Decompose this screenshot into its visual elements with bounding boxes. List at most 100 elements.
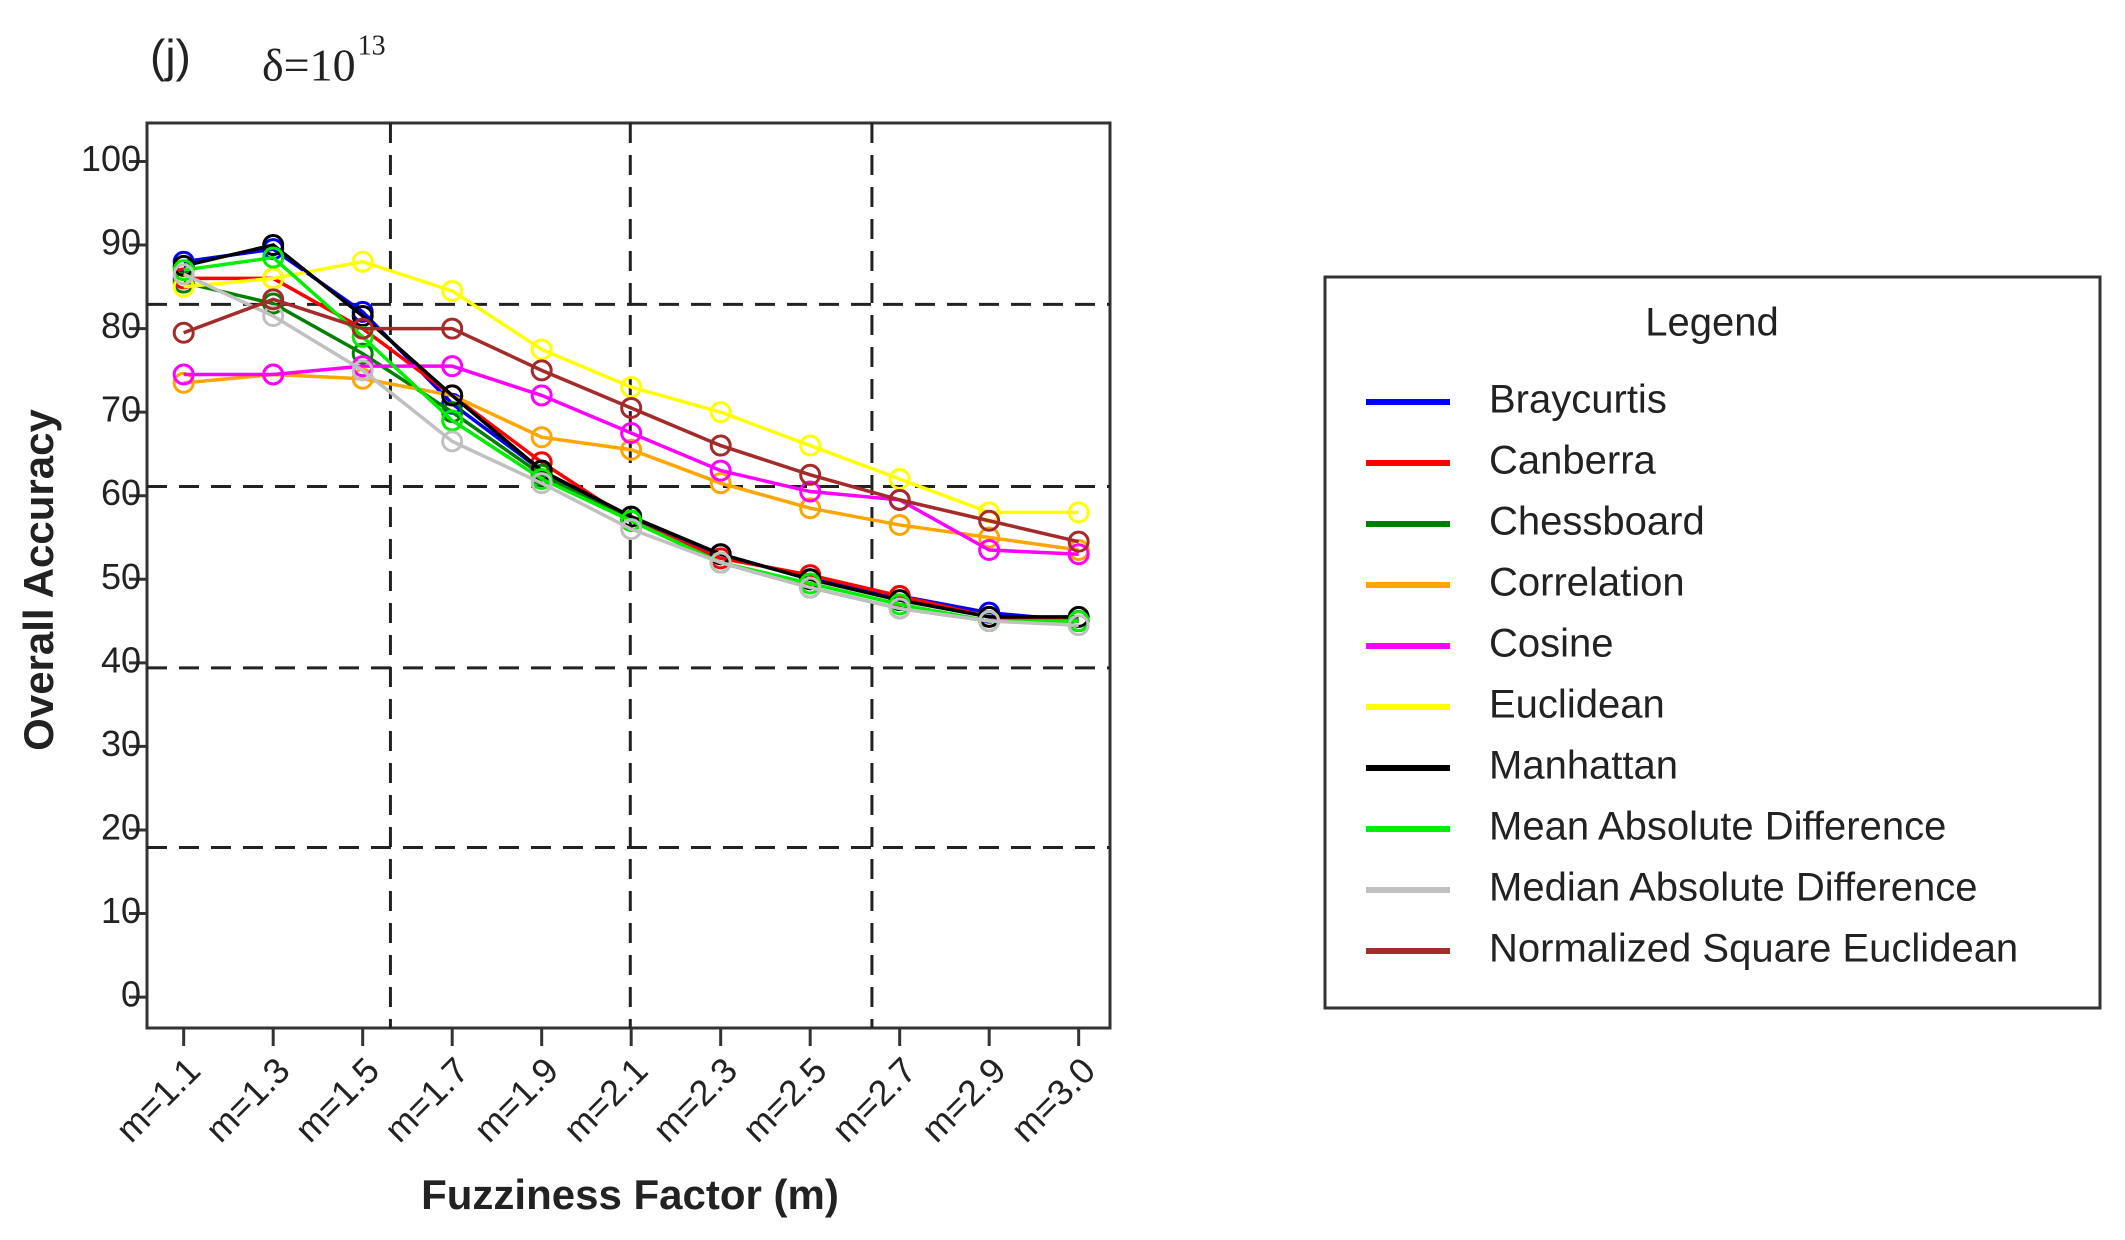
legend-label: Canberra (1489, 439, 1657, 483)
point (978, 610, 1001, 633)
legend-label: Cosine (1489, 622, 1614, 666)
legend-label: Manhattan (1489, 744, 1678, 788)
y-axis-title: Overall Accuracy (15, 409, 62, 751)
point (888, 488, 911, 511)
point (978, 509, 1001, 532)
series-line (183, 297, 1080, 544)
point (620, 422, 643, 445)
legend-label: Chessboard (1489, 500, 1705, 544)
series-line (183, 243, 1079, 619)
legend-label: Normalized Square Euclidean (1489, 927, 2018, 971)
plot-frame (145, 121, 1112, 1030)
point (1067, 543, 1090, 566)
x-tick-label: m=2.9 (913, 1049, 1013, 1149)
x-tick-label: m=1.3 (197, 1049, 297, 1149)
point (888, 513, 911, 536)
point (709, 459, 732, 482)
point (1067, 614, 1090, 637)
x-tick-label: m=2.3 (645, 1049, 745, 1149)
y-tick-label: 10 (101, 890, 141, 931)
legend-label: Euclidean (1489, 683, 1665, 727)
point (799, 576, 822, 599)
point (709, 434, 732, 457)
series-line (183, 364, 1079, 556)
point (888, 467, 911, 490)
point (709, 401, 732, 424)
legend-label: Braycurtis (1489, 378, 1667, 422)
point (172, 263, 195, 286)
x-tick-label: m=2.7 (824, 1049, 924, 1149)
point (620, 396, 643, 419)
point (978, 526, 1001, 549)
point (441, 279, 464, 302)
x-tick-label: m=1.9 (466, 1049, 566, 1149)
point (799, 497, 822, 520)
point (441, 430, 464, 453)
point (620, 518, 643, 541)
point (172, 275, 195, 298)
legend-label: Mean Absolute Difference (1489, 805, 1946, 849)
legend-label: Correlation (1489, 561, 1685, 605)
point (262, 288, 285, 311)
chart-title: δ=10 (262, 40, 356, 91)
point (262, 234, 285, 257)
point (709, 472, 732, 495)
panel-label: (j) (150, 30, 191, 82)
title-exponent: 13 (358, 30, 386, 61)
y-tick-label: 50 (101, 556, 141, 597)
point (888, 597, 911, 620)
series-line (182, 272, 1079, 627)
point (799, 463, 822, 486)
y-tick-label: 80 (101, 305, 141, 346)
point (172, 321, 195, 344)
point (351, 305, 374, 328)
y-tick-label: 100 (81, 138, 141, 179)
point (978, 539, 1001, 562)
legend-title: Legend (1645, 301, 1778, 345)
point (799, 480, 822, 503)
point (441, 409, 464, 432)
point (620, 438, 643, 461)
x-tick-label: m=1.1 (108, 1049, 208, 1149)
x-tick-label: m=3.0 (1003, 1049, 1103, 1149)
point (351, 342, 374, 365)
point (530, 472, 553, 495)
x-tick-label: m=2.1 (555, 1049, 655, 1149)
x-tick-label: m=2.5 (734, 1049, 834, 1149)
legend-box (1323, 275, 2102, 1010)
point (709, 551, 732, 574)
point (441, 355, 464, 378)
y-tick-label: 60 (101, 472, 141, 513)
point (351, 250, 374, 273)
point (262, 267, 285, 290)
y-tick-label: 70 (101, 389, 141, 430)
point (530, 426, 553, 449)
point (530, 359, 553, 382)
point (530, 384, 553, 407)
point (441, 384, 464, 407)
y-tick-label: 30 (101, 723, 141, 764)
point (620, 376, 643, 399)
point (262, 246, 285, 269)
x-tick-label: m=1.7 (376, 1049, 476, 1149)
x-tick-label: m=1.5 (287, 1049, 387, 1149)
series-line (183, 259, 1079, 515)
point (799, 434, 822, 457)
point (351, 359, 374, 382)
point (262, 363, 285, 386)
point (1067, 530, 1090, 553)
series-line (183, 372, 1079, 552)
point (172, 363, 195, 386)
point (1067, 501, 1090, 524)
point (441, 317, 464, 340)
x-axis-title: Fuzziness Factor (m) (421, 1171, 839, 1218)
y-tick-label: 20 (101, 806, 141, 847)
y-tick-label: 40 (101, 639, 141, 680)
legend-label: Median Absolute Difference (1489, 866, 1977, 910)
point (530, 338, 553, 361)
point (262, 305, 285, 328)
y-tick-label: 0 (121, 974, 141, 1015)
point (351, 317, 374, 340)
y-tick-label: 90 (101, 222, 141, 263)
